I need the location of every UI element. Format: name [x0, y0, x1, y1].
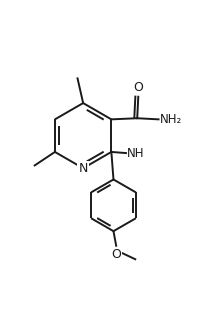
Text: N: N	[78, 162, 88, 175]
Text: NH₂: NH₂	[160, 113, 183, 126]
Text: NH: NH	[127, 147, 145, 160]
Text: O: O	[111, 247, 121, 261]
Text: O: O	[133, 80, 143, 94]
